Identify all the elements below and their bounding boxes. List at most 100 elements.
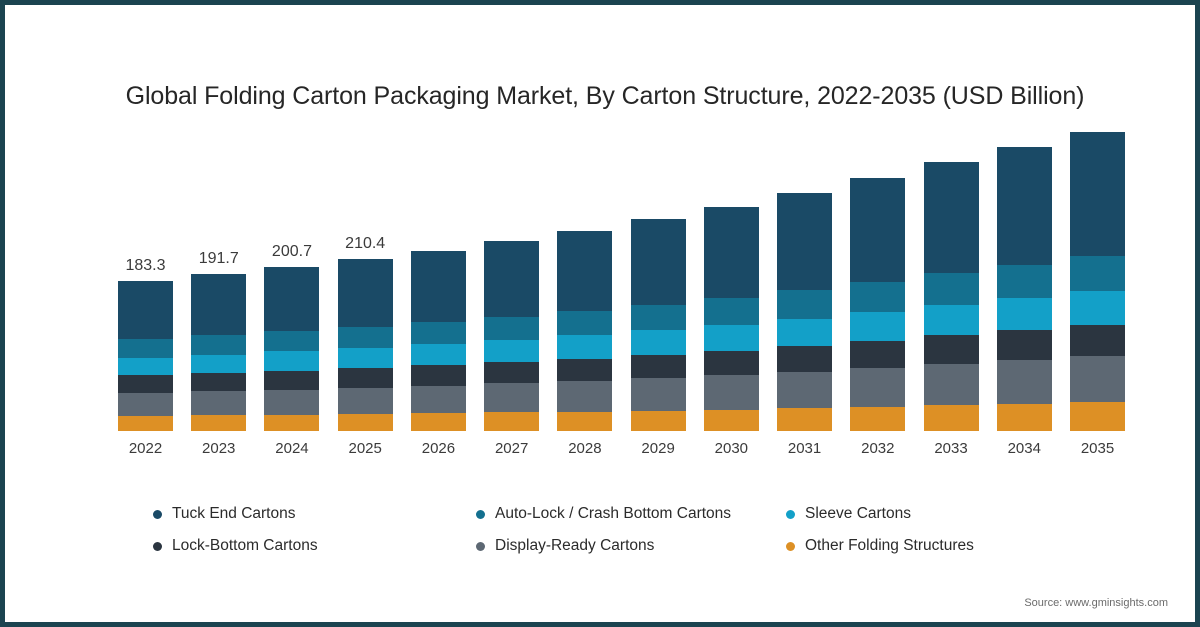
legend-item-sleeve-cartons[interactable]: Sleeve Cartons — [786, 505, 1046, 523]
bar-segment-2031-2[interactable] — [777, 318, 833, 347]
bar-segment-2026-1[interactable] — [410, 322, 466, 345]
bar-segment-2033-2[interactable] — [923, 304, 979, 336]
bar-segment-2022-1[interactable] — [118, 339, 173, 358]
bar-segment-2023-4[interactable] — [191, 391, 247, 416]
bar-segment-2027-0[interactable] — [484, 241, 540, 317]
bar-segment-2029-0[interactable] — [630, 219, 686, 305]
bar-segment-2025-2[interactable] — [337, 347, 393, 369]
bar-segment-2027-3[interactable] — [484, 362, 540, 384]
bar-segment-2033-0[interactable] — [923, 161, 979, 273]
bar-segment-2027-2[interactable] — [484, 339, 540, 363]
bar-segment-2034-5[interactable] — [996, 403, 1052, 431]
bar-segment-2035-5[interactable] — [1070, 401, 1125, 431]
bar-2033[interactable] — [923, 161, 979, 431]
bar-segment-2034-2[interactable] — [996, 298, 1052, 331]
bar-segment-2035-4[interactable] — [1070, 356, 1125, 402]
bar-segment-2035-3[interactable] — [1070, 325, 1125, 357]
bar-segment-2025-0[interactable] — [337, 259, 393, 327]
bar-segment-2028-3[interactable] — [557, 358, 613, 382]
bar-segment-2029-2[interactable] — [630, 330, 686, 355]
bar-2022[interactable]: 183.3 — [118, 257, 173, 431]
bar-2023[interactable]: 191.7 — [191, 250, 247, 431]
bar-segment-2026-3[interactable] — [410, 365, 466, 386]
bar-segment-2026-5[interactable] — [410, 413, 466, 431]
bar-segment-2034-4[interactable] — [996, 360, 1052, 404]
bar-segment-2030-4[interactable] — [703, 375, 759, 410]
legend-item-display-ready-cartons[interactable]: Display-Ready Cartons — [476, 537, 786, 555]
bar-segment-2029-4[interactable] — [630, 378, 686, 411]
bar-2034[interactable] — [996, 147, 1052, 431]
bar-segment-2025-5[interactable] — [337, 413, 393, 431]
bar-segment-2033-1[interactable] — [923, 272, 979, 305]
bar-segment-2027-5[interactable] — [484, 412, 540, 431]
bar-segment-2024-0[interactable] — [264, 267, 320, 332]
bar-segment-2032-1[interactable] — [850, 281, 906, 312]
bar-segment-2025-1[interactable] — [337, 326, 393, 348]
bar-segment-2022-4[interactable] — [118, 392, 173, 416]
bar-segment-2028-1[interactable] — [557, 310, 613, 336]
bar-segment-2024-1[interactable] — [264, 331, 320, 352]
bar-segment-2028-5[interactable] — [557, 411, 613, 431]
bar-segment-2032-2[interactable] — [850, 311, 906, 341]
bar-segment-2031-5[interactable] — [777, 408, 833, 431]
bar-2029[interactable] — [630, 219, 686, 431]
bar-segment-2023-1[interactable] — [191, 335, 247, 355]
bar-segment-2023-3[interactable] — [191, 373, 247, 392]
bar-segment-2029-1[interactable] — [630, 304, 686, 331]
bar-segment-2025-3[interactable] — [337, 368, 393, 388]
bar-segment-2032-5[interactable] — [850, 406, 906, 431]
bar-segment-2023-5[interactable] — [191, 415, 247, 431]
bar-segment-2030-2[interactable] — [703, 324, 759, 351]
legend-item-other-folding-structures[interactable]: Other Folding Structures — [786, 537, 1046, 555]
bar-2035[interactable] — [1070, 132, 1125, 431]
bar-segment-2035-2[interactable] — [1070, 291, 1125, 326]
bar-segment-2031-3[interactable] — [777, 346, 833, 372]
bar-2028[interactable] — [557, 230, 613, 431]
bar-segment-2032-3[interactable] — [850, 340, 906, 368]
bar-segment-2034-1[interactable] — [996, 264, 1052, 299]
bar-2030[interactable] — [703, 206, 759, 431]
bar-segment-2022-3[interactable] — [118, 375, 173, 393]
bar-segment-2027-4[interactable] — [484, 383, 540, 413]
bar-segment-2022-0[interactable] — [118, 281, 173, 340]
bar-segment-2024-3[interactable] — [264, 370, 320, 390]
bar-segment-2029-3[interactable] — [630, 354, 686, 379]
bar-segment-2028-0[interactable] — [557, 230, 613, 311]
bar-segment-2026-4[interactable] — [410, 385, 466, 414]
legend-item-lock-bottom-cartons[interactable]: Lock-Bottom Cartons — [153, 537, 476, 555]
bar-segment-2024-4[interactable] — [264, 389, 320, 415]
bar-segment-2024-5[interactable] — [264, 414, 320, 431]
bar-segment-2025-4[interactable] — [337, 387, 393, 414]
bar-2025[interactable]: 210.4 — [337, 235, 393, 431]
bar-segment-2029-5[interactable] — [630, 410, 686, 431]
bar-segment-2030-1[interactable] — [703, 297, 759, 325]
bar-2027[interactable] — [484, 241, 540, 431]
bar-segment-2032-0[interactable] — [850, 177, 906, 282]
bar-segment-2030-3[interactable] — [703, 350, 759, 376]
bar-segment-2028-2[interactable] — [557, 335, 613, 359]
bar-2024[interactable]: 200.7 — [264, 243, 320, 431]
bar-segment-2032-4[interactable] — [850, 367, 906, 407]
bar-segment-2033-5[interactable] — [923, 405, 979, 431]
bar-segment-2031-0[interactable] — [777, 192, 833, 291]
bar-segment-2034-0[interactable] — [996, 147, 1052, 265]
legend-item-tuck-end-cartons[interactable]: Tuck End Cartons — [153, 505, 476, 523]
bar-segment-2035-1[interactable] — [1070, 256, 1125, 292]
bar-segment-2034-3[interactable] — [996, 330, 1052, 361]
bar-segment-2023-2[interactable] — [191, 354, 247, 374]
bar-2031[interactable] — [777, 192, 833, 431]
bar-segment-2030-5[interactable] — [703, 409, 759, 431]
bar-segment-2023-0[interactable] — [191, 274, 247, 336]
bar-segment-2031-1[interactable] — [777, 290, 833, 319]
bar-segment-2022-5[interactable] — [118, 415, 173, 431]
bar-segment-2028-4[interactable] — [557, 381, 613, 412]
bar-segment-2031-4[interactable] — [777, 371, 833, 409]
bar-segment-2030-0[interactable] — [703, 206, 759, 298]
legend-item-auto-lock-crash-bottom-cartons[interactable]: Auto-Lock / Crash Bottom Cartons — [476, 505, 786, 523]
bar-segment-2027-1[interactable] — [484, 316, 540, 340]
bar-segment-2026-2[interactable] — [410, 344, 466, 366]
bar-segment-2026-0[interactable] — [410, 250, 466, 322]
bar-2026[interactable] — [410, 250, 466, 431]
bar-segment-2024-2[interactable] — [264, 351, 320, 371]
bar-segment-2035-0[interactable] — [1070, 132, 1125, 257]
